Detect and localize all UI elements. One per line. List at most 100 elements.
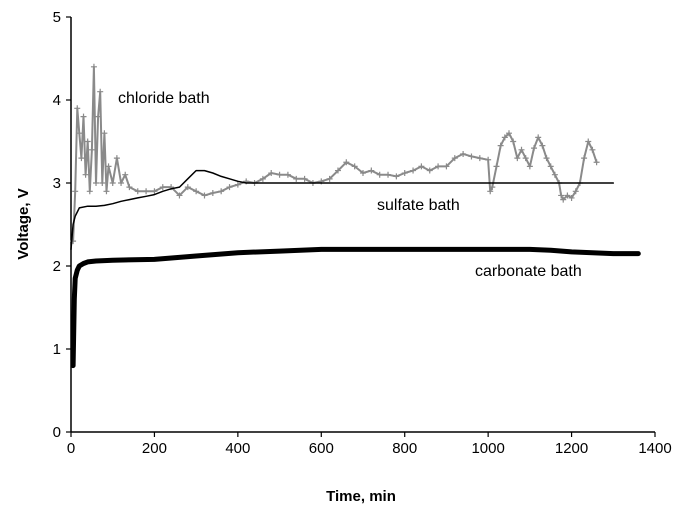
series-label-chloride: chloride bath: [118, 90, 210, 107]
x-tick-label: 0: [67, 440, 75, 457]
series-label-carbonate: carbonate bath: [475, 263, 582, 280]
data-point-chloride: [385, 171, 392, 178]
data-point-chloride: [485, 156, 492, 163]
data-point-chloride: [451, 155, 458, 162]
y-tick-label: 4: [53, 92, 61, 109]
x-tick-label: 200: [142, 440, 167, 457]
data-point-chloride: [558, 192, 565, 199]
data-point-chloride: [526, 163, 533, 170]
data-point-chloride: [226, 184, 233, 191]
data-point-chloride: [151, 188, 158, 195]
data-point-chloride: [518, 146, 525, 153]
x-axis-title: Time, min: [326, 488, 396, 505]
data-point-chloride: [426, 167, 433, 174]
data-point-chloride: [90, 63, 97, 70]
data-point-chloride: [497, 142, 504, 149]
y-axis-title: Voltage, V: [15, 188, 32, 259]
data-point-chloride: [551, 171, 558, 178]
data-point-chloride: [489, 184, 496, 191]
data-point-chloride: [259, 175, 266, 182]
data-point-chloride: [343, 159, 350, 166]
y-tick-label: 2: [53, 258, 61, 275]
data-point-chloride: [97, 88, 104, 95]
series-layer: [70, 63, 641, 369]
data-point-chloride: [109, 180, 116, 186]
data-point-chloride: [572, 188, 579, 195]
data-point-chloride: [74, 105, 81, 112]
data-point-chloride: [360, 170, 366, 177]
data-point-chloride: [493, 163, 500, 170]
x-tick-label: 1200: [555, 440, 588, 457]
data-point-chloride: [535, 134, 542, 141]
data-point-chloride: [118, 180, 125, 186]
y-tick-label: 5: [53, 9, 61, 26]
data-point-chloride: [543, 155, 550, 162]
data-point-chloride: [184, 184, 191, 191]
series-line-carbonate: [70, 246, 641, 369]
data-point-chloride: [531, 145, 538, 152]
data-point-chloride: [418, 163, 425, 170]
data-point-chloride: [101, 130, 108, 137]
data-point-chloride: [209, 189, 216, 196]
data-point-chloride: [84, 138, 91, 145]
data-point-chloride: [86, 188, 93, 195]
data-point-chloride: [143, 188, 150, 195]
data-point-chloride: [276, 171, 283, 178]
data-point-chloride: [93, 180, 100, 186]
data-point-chloride: [487, 188, 494, 195]
data-point-chloride: [126, 184, 133, 191]
data-point-chloride: [410, 167, 417, 174]
data-point-chloride: [514, 155, 521, 162]
data-point-chloride: [284, 171, 291, 178]
x-tick-label: 800: [392, 440, 417, 457]
data-point-chloride: [589, 146, 596, 153]
y-tick-label: 3: [53, 175, 61, 192]
data-point-chloride: [293, 175, 300, 182]
data-point-chloride: [435, 163, 442, 170]
data-point-chloride: [72, 188, 79, 195]
axes: 0 1 2 3 4 5 0 200 400 600 800 1000 1200 1400: [53, 9, 672, 457]
data-point-chloride: [443, 163, 450, 170]
data-point-chloride: [393, 173, 400, 180]
data-point-chloride: [539, 142, 546, 149]
data-point-chloride: [468, 153, 475, 160]
data-point-chloride: [560, 196, 567, 203]
data-point-chloride: [547, 163, 554, 170]
labels-layer: chloride bath sulfate bath carbonate bat…: [15, 90, 582, 505]
data-point-chloride: [522, 155, 529, 162]
series-label-sulfate: sulfate bath: [377, 197, 460, 214]
data-point-chloride: [368, 167, 375, 174]
data-point-chloride: [268, 170, 275, 177]
data-point-chloride: [401, 170, 408, 177]
data-point-chloride: [82, 171, 89, 178]
data-point-chloride: [585, 138, 592, 145]
data-point-chloride: [113, 155, 120, 162]
data-point-chloride: [460, 150, 467, 157]
data-point-chloride: [103, 188, 110, 195]
data-point-chloride: [76, 130, 83, 137]
data-point-chloride: [376, 171, 383, 178]
y-tick-label: 1: [53, 341, 61, 358]
data-point-chloride: [80, 113, 87, 120]
data-point-chloride: [88, 146, 95, 153]
data-point-chloride: [78, 155, 85, 162]
series-line-sulfate: [70, 169, 615, 251]
data-point-chloride: [301, 175, 308, 182]
data-point-chloride: [218, 188, 225, 195]
x-tick-label: 600: [309, 440, 334, 457]
data-point-chloride: [193, 188, 200, 195]
data-point-chloride: [501, 134, 508, 141]
data-point-chloride: [476, 155, 483, 162]
data-point-chloride: [201, 192, 208, 199]
data-point-chloride: [351, 163, 358, 170]
data-point-chloride: [159, 184, 166, 191]
data-point-chloride: [581, 155, 588, 162]
data-point-chloride: [564, 192, 571, 199]
data-point-chloride: [176, 192, 183, 199]
data-point-chloride: [122, 171, 129, 178]
data-point-chloride: [95, 113, 102, 120]
x-tick-label: 1400: [638, 440, 671, 457]
data-point-chloride: [593, 159, 600, 166]
data-point-chloride: [326, 175, 333, 182]
